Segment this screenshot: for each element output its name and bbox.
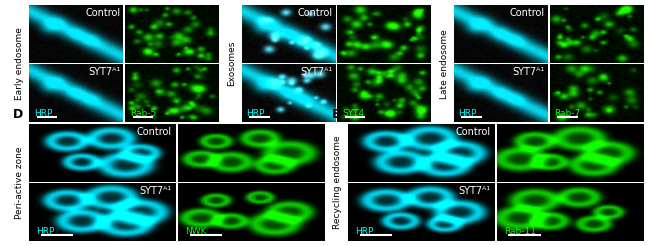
Text: HRP: HRP bbox=[459, 109, 477, 118]
Text: SYT7ᴬ¹: SYT7ᴬ¹ bbox=[300, 67, 333, 77]
Text: Control: Control bbox=[136, 126, 172, 137]
Text: HRP: HRP bbox=[34, 109, 52, 118]
Text: SYT7ᴬ¹: SYT7ᴬ¹ bbox=[513, 67, 545, 77]
Text: E: E bbox=[332, 108, 340, 121]
Text: Late endosome: Late endosome bbox=[439, 29, 448, 99]
Text: HRP: HRP bbox=[355, 227, 374, 236]
Text: Rab-7: Rab-7 bbox=[554, 109, 580, 118]
Text: SYT7ᴬ¹: SYT7ᴬ¹ bbox=[458, 186, 490, 196]
Text: SYT7ᴬ¹: SYT7ᴬ¹ bbox=[140, 186, 172, 196]
Text: Peri-active zone: Peri-active zone bbox=[15, 146, 24, 219]
Text: SYT7ᴬ¹: SYT7ᴬ¹ bbox=[88, 67, 120, 77]
Text: HRP: HRP bbox=[246, 109, 265, 118]
Text: Control: Control bbox=[455, 126, 490, 137]
Text: SYT4: SYT4 bbox=[342, 109, 364, 118]
Text: Exosomes: Exosomes bbox=[227, 41, 237, 86]
Text: Rab-5: Rab-5 bbox=[130, 109, 156, 118]
Text: HRP: HRP bbox=[36, 227, 55, 236]
Text: Recycling endosome: Recycling endosome bbox=[333, 136, 343, 229]
Text: B: B bbox=[226, 0, 235, 2]
Text: A: A bbox=[13, 0, 23, 2]
Text: NWK: NWK bbox=[185, 227, 207, 236]
Text: Early endosome: Early endosome bbox=[15, 27, 24, 100]
Text: Control: Control bbox=[510, 8, 545, 18]
Text: Rab-11: Rab-11 bbox=[504, 227, 536, 236]
Text: D: D bbox=[13, 108, 23, 121]
Text: C: C bbox=[437, 0, 447, 2]
Text: Control: Control bbox=[298, 8, 333, 18]
Text: Control: Control bbox=[85, 8, 120, 18]
